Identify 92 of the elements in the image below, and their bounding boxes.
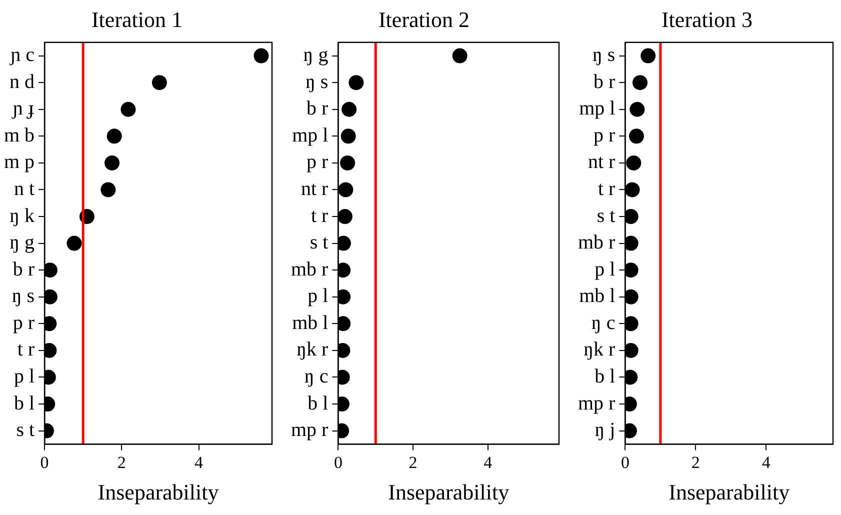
x-axis-title: Inseparability <box>388 480 510 505</box>
y-tick-label: p l <box>594 258 616 280</box>
point <box>625 316 638 332</box>
y-tick-label: p r <box>12 312 35 334</box>
y-tick-label: b r <box>594 70 616 93</box>
y-tick-label: ŋ g <box>10 232 35 254</box>
point <box>625 209 638 224</box>
y-tick-label: mp r <box>578 392 616 414</box>
point <box>106 128 122 144</box>
y-tick-label: b r <box>12 258 35 280</box>
point <box>348 75 364 90</box>
point <box>338 182 354 198</box>
y-tick-label: s t <box>16 419 35 442</box>
x-tick-label: 0 <box>334 452 342 472</box>
x-tick-label: 2 <box>408 452 418 472</box>
point <box>625 289 638 304</box>
x-tick-label: 4 <box>194 452 204 472</box>
y-tick-label: ŋ s <box>592 44 616 66</box>
point <box>452 48 468 64</box>
chart-title: Iteration 3 <box>661 6 753 32</box>
x-tick-label: 4 <box>484 452 493 472</box>
y-tick-label: ŋ k <box>10 204 35 227</box>
point <box>340 155 356 170</box>
y-tick-label: p r <box>594 124 616 146</box>
y-tick-label: m p <box>4 151 35 174</box>
point <box>630 102 645 117</box>
point <box>66 236 82 251</box>
point <box>640 48 656 64</box>
point <box>342 102 357 117</box>
point <box>628 128 644 144</box>
point <box>120 102 136 117</box>
y-tick-label: nt r <box>301 178 329 200</box>
x-tick-label: 2 <box>691 452 700 472</box>
point <box>632 75 648 90</box>
y-tick-label: m b <box>4 124 35 146</box>
y-tick-label: ŋ g <box>303 44 328 66</box>
x-axis-title: Inseparability <box>98 480 219 505</box>
y-tick-label: ŋ s <box>306 70 328 93</box>
point <box>338 316 351 332</box>
y-tick-label: n t <box>14 178 35 200</box>
y-tick-label: p l <box>308 285 329 308</box>
y-tick-label: nt r <box>588 151 616 174</box>
y-tick-label: mb l <box>292 312 329 334</box>
chart-title: Iteration 2 <box>378 6 470 32</box>
point <box>625 236 638 251</box>
y-tick-label: ŋ s <box>12 285 35 308</box>
y-tick-label: mp l <box>579 98 616 120</box>
y-tick-label: b r <box>306 98 329 120</box>
point <box>625 182 640 198</box>
x-axis-title: Inseparability <box>668 480 790 505</box>
y-tick-label: t r <box>311 204 329 227</box>
point <box>626 155 642 170</box>
y-tick-label: mb r <box>578 232 616 254</box>
point <box>152 75 167 90</box>
x-tick-label: 0 <box>40 452 49 472</box>
y-tick-label: ŋ c <box>591 312 616 334</box>
x-tick-label: 0 <box>620 452 630 472</box>
y-tick-label: ŋk r <box>584 338 616 361</box>
y-tick-label: b l <box>308 392 329 414</box>
point <box>625 370 638 385</box>
y-tick-label: mb l <box>579 285 616 308</box>
chart-title: Iteration 1 <box>91 6 183 32</box>
x-tick-label: 4 <box>762 452 771 472</box>
y-tick-label: mp l <box>292 124 329 146</box>
y-tick-label: t r <box>598 178 616 200</box>
y-tick-label: s t <box>596 204 616 227</box>
point <box>44 262 58 278</box>
point <box>625 262 638 278</box>
x-tick-label: 2 <box>117 452 126 472</box>
point <box>340 128 356 144</box>
point <box>100 182 116 198</box>
y-tick-label: b l <box>14 392 35 414</box>
y-tick-label: mp r <box>291 419 329 442</box>
y-tick-label: ɲ ɟ <box>10 98 35 120</box>
y-tick-label: n d <box>10 70 35 93</box>
y-tick-label: ɲ c <box>8 44 35 66</box>
point <box>338 289 351 304</box>
y-tick-label: mb r <box>291 258 329 280</box>
y-tick-label: t r <box>17 338 35 361</box>
point <box>44 289 58 304</box>
y-tick-label: b l <box>594 365 616 388</box>
y-tick-label: ŋ j <box>594 419 616 442</box>
point <box>338 262 351 278</box>
y-tick-label: ŋ c <box>304 365 328 388</box>
point <box>338 236 351 251</box>
y-tick-label: ŋk r <box>296 338 329 361</box>
point <box>625 342 638 358</box>
y-tick-label: s t <box>310 232 329 254</box>
y-tick-label: p l <box>14 365 35 388</box>
point <box>338 209 352 224</box>
point <box>104 155 120 170</box>
y-tick-label: p r <box>306 151 329 174</box>
